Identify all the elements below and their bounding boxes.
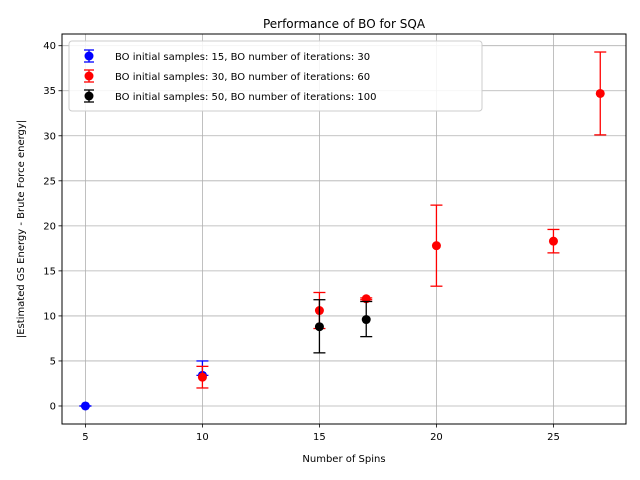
data-point [80, 401, 90, 411]
y-axis-label: |Estimated GS Energy - Brute Force energ… [16, 120, 27, 338]
plot-frame [61, 33, 627, 425]
data-point [595, 88, 605, 98]
legend: BO initial samples: 15, BO number of ite… [68, 40, 483, 112]
y-tick-label: 20 [43, 221, 56, 232]
legend-box [68, 40, 483, 112]
x-tick-label: 15 [313, 432, 326, 443]
x-tick-label: 5 [82, 432, 88, 443]
legend-marker [84, 51, 94, 61]
data-point [431, 241, 441, 251]
x-axis-label: Number of Spins [302, 454, 385, 465]
legend-label: BO initial samples: 30, BO number of ite… [115, 72, 370, 83]
data-point [197, 372, 207, 382]
plot-data [79, 51, 607, 411]
x-tick-label: 10 [196, 432, 209, 443]
data-point [314, 322, 324, 332]
legend-label: BO initial samples: 50, BO number of ite… [115, 92, 376, 103]
x-tick-label: 20 [430, 432, 443, 443]
legend-label: BO initial samples: 15, BO number of ite… [115, 52, 370, 63]
legend-marker [84, 91, 94, 101]
data-point [361, 315, 371, 325]
legend-marker [84, 71, 94, 81]
y-tick-label: 30 [43, 131, 56, 142]
y-tick-label: 5 [50, 356, 56, 367]
y-tick-label: 15 [43, 266, 56, 277]
chart-title: Performance of BO for SQA [263, 17, 426, 31]
x-tick-label: 25 [547, 432, 560, 443]
y-tick-label: 25 [43, 176, 56, 187]
y-tick-label: 0 [50, 401, 56, 412]
axis-ticks: 5 10 15 20 25 0 5 10 15 20 25 30 35 40 [43, 41, 560, 443]
data-point [548, 236, 558, 246]
y-tick-label: 10 [43, 311, 56, 322]
y-tick-label: 40 [43, 41, 56, 52]
y-tick-label: 35 [43, 86, 56, 97]
